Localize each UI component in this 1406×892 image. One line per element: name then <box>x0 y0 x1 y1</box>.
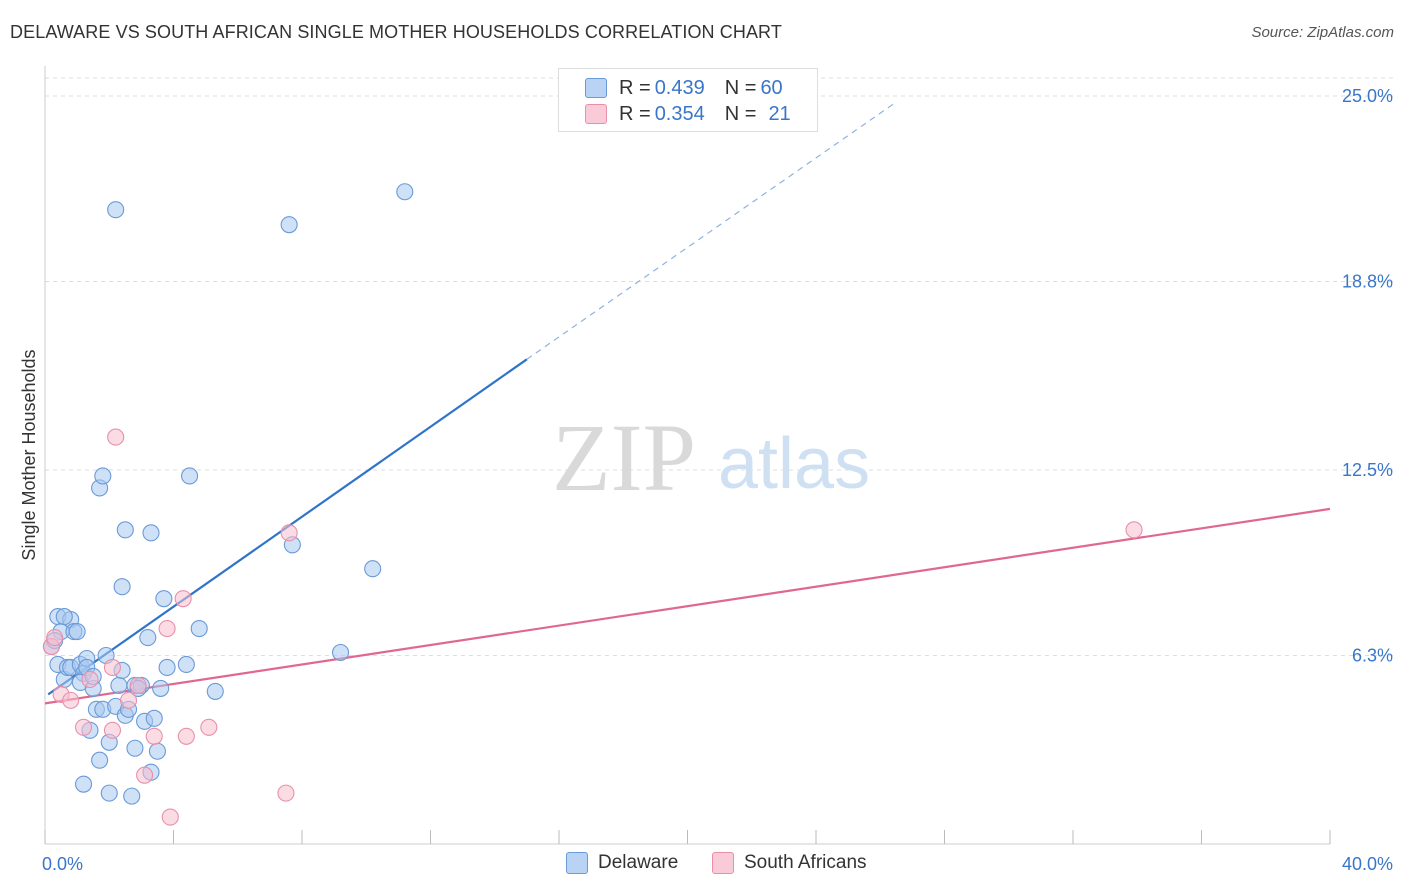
delaware-point <box>107 201 125 219</box>
legend-n-value: 21 <box>768 102 791 125</box>
legend-n-value: 60 <box>760 76 783 99</box>
delaware-point <box>206 682 224 700</box>
legend-n-label: N = <box>724 102 757 125</box>
legend-r-value: 0.439 <box>654 76 705 99</box>
delaware-point <box>177 655 195 674</box>
delaware-point <box>91 751 109 769</box>
south-africans-point <box>62 691 80 709</box>
legend-box: R = 0.439 N = 60 R = 0.354 N = 21 <box>558 68 818 132</box>
delaware-point <box>75 775 93 793</box>
x-tick-label-min: 0.0% <box>42 854 83 874</box>
y-tick-label: 18.8% <box>1342 272 1393 292</box>
bottom-legend-south-africans: South Africans <box>712 852 867 874</box>
delaware-point <box>145 709 163 727</box>
delaware-point <box>100 784 118 802</box>
watermark-atlas: atlas <box>718 424 870 504</box>
south-africans-point <box>1125 521 1143 539</box>
delaware-point <box>148 742 166 760</box>
south-africans-point <box>129 676 147 694</box>
delaware-point <box>126 739 144 757</box>
south-africans-point <box>280 524 298 542</box>
legend-r-value: 0.354 <box>654 102 705 125</box>
delaware-point <box>190 620 208 638</box>
delaware-swatch <box>585 78 607 98</box>
legend-row-south-africans: R = 0.354 N = 21 <box>585 101 791 127</box>
delaware-point <box>331 643 350 662</box>
delaware-point <box>142 524 160 542</box>
y-axis-label: Single Mother Households <box>19 349 39 560</box>
legend-r-label: R = <box>619 102 651 125</box>
south-africans-swatch <box>585 104 607 124</box>
south-africans-legend-label: South Africans <box>744 852 867 873</box>
delaware-trendline-extension <box>526 101 897 360</box>
south-africans-point <box>103 658 122 677</box>
delaware-point <box>55 608 73 626</box>
delaware-point <box>139 629 157 647</box>
south-africans-point <box>158 620 176 638</box>
south-africans-point <box>107 428 125 446</box>
delaware-point <box>396 183 414 201</box>
points <box>42 183 1143 826</box>
south-africans-point <box>174 590 192 608</box>
x-tick-label-max: 40.0% <box>1342 854 1393 874</box>
south-africans-point <box>145 727 163 745</box>
legend-r-label: R = <box>619 76 651 99</box>
delaware-point <box>94 467 112 485</box>
watermark-zip: ZIP <box>552 404 696 511</box>
south-africans-trendline <box>44 507 1331 705</box>
bottom-legend-delaware: Delaware <box>566 852 678 874</box>
delaware-legend-label: Delaware <box>598 852 679 873</box>
south-africans-point <box>277 784 295 802</box>
south-africans-point <box>200 718 218 736</box>
delaware-point <box>68 623 86 641</box>
delaware-point <box>152 679 170 697</box>
delaware-point <box>116 521 134 539</box>
delaware-point <box>113 578 131 596</box>
delaware-point <box>123 787 141 805</box>
y-tick-label: 25.0% <box>1342 86 1393 106</box>
chart-title: DELAWARE VS SOUTH AFRICAN SINGLE MOTHER … <box>10 22 782 42</box>
y-tick-label: 6.3% <box>1352 646 1393 666</box>
south-africans-point <box>75 718 93 736</box>
south-africans-point <box>103 721 122 739</box>
legend-n-label: N = <box>724 76 757 99</box>
axes <box>44 66 1331 845</box>
south-africans-point <box>46 629 64 647</box>
trendlines <box>44 101 1331 705</box>
south-africans-point <box>81 670 99 688</box>
gridlines <box>45 77 1394 657</box>
axis-labels: 6.3% 12.5% 18.8% 25.0% 0.0% 40.0% <box>42 86 1393 874</box>
delaware-point <box>181 467 199 485</box>
delaware-swatch <box>566 852 588 874</box>
delaware-point <box>110 676 128 694</box>
south-africans-swatch <box>712 852 734 874</box>
south-africans-point <box>161 808 179 826</box>
delaware-point <box>364 560 382 578</box>
y-tick-label: 12.5% <box>1342 460 1393 480</box>
south-africans-point <box>119 691 138 709</box>
south-africans-point <box>136 766 154 784</box>
south-africans-point <box>177 727 195 745</box>
delaware-point <box>155 590 173 608</box>
delaware-point <box>158 658 176 677</box>
source-label: Source: ZipAtlas.com <box>1251 24 1394 41</box>
legend-row-delaware: R = 0.439 N = 60 <box>585 75 783 101</box>
delaware-point <box>280 216 298 234</box>
